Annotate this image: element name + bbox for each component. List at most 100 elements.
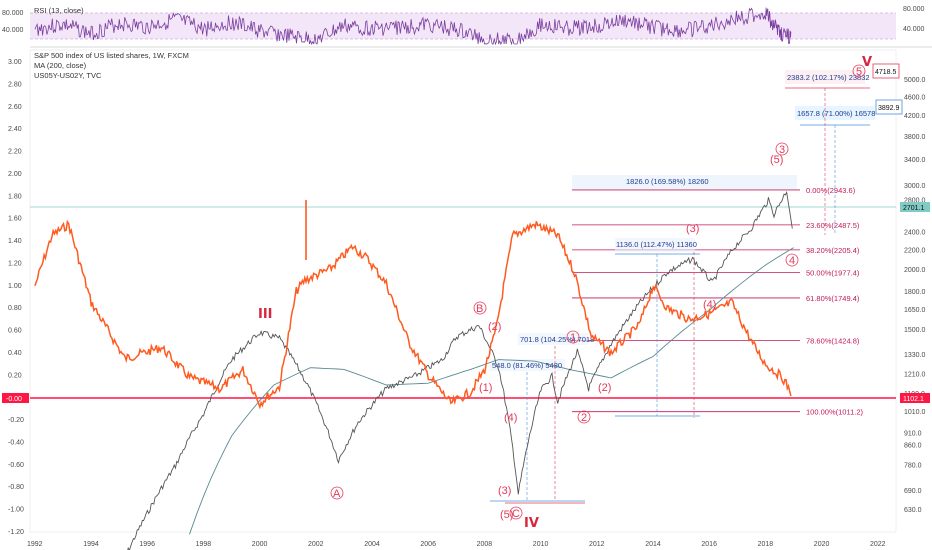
right-y-tick-label: 1330.0 <box>904 352 926 359</box>
badge-zero-text: -0.00 <box>6 396 22 403</box>
left-y-tick-label: 1.40 <box>8 238 22 245</box>
rsi-left-tick-80: 80.000 <box>2 10 24 17</box>
wave-label-3-circle: 3 <box>779 144 785 156</box>
left-y-tick-label: 1.80 <box>8 193 22 200</box>
wave-marker-4 <box>785 253 799 267</box>
badge-price-text: 2701.1 <box>903 205 925 212</box>
badge-last-text: 1102.1 <box>903 396 924 403</box>
x-tick-label: 2022 <box>870 541 886 548</box>
right-y-tick-label: 4200.0 <box>904 113 926 120</box>
wave-label-A-circle: A <box>333 488 341 500</box>
right-y-tick-label: 5000.0 <box>904 77 926 84</box>
badge-target2-text: 4718.5 <box>875 69 897 76</box>
badge-target1-bg <box>875 99 903 115</box>
rsi-label: RSI (13, close) <box>34 6 84 15</box>
left-y-tick-label: 1.60 <box>8 216 22 223</box>
wave-label-p2-left: (2) <box>488 321 501 333</box>
x-tick-label: 2016 <box>701 541 717 548</box>
wave-marker-C <box>509 506 523 520</box>
badge-price-bg <box>900 202 930 212</box>
wave-label-p3-right: (3) <box>686 223 699 235</box>
wave-label-p4-right: (4) <box>703 299 716 311</box>
fib-level-label: 38.20%(2205.4) <box>806 246 860 255</box>
fib-level-label: 0.00%(2943.6) <box>806 186 856 195</box>
wave-marker-1 <box>566 330 580 344</box>
wave-label-B-circle: B <box>476 303 483 315</box>
measure-box-4[interactable] <box>490 359 565 371</box>
left-y-tick-label: 2.40 <box>8 126 22 133</box>
x-tick-label: 1994 <box>83 541 99 548</box>
left-y-tick-label: -0.60 <box>8 462 24 469</box>
badge-target1-text: 3892.9 <box>878 105 900 112</box>
wave-marker-3 <box>775 142 789 156</box>
left-y-tick-label: 3.00 <box>8 59 22 66</box>
spread-line <box>34 219 792 410</box>
x-tick-label: 2008 <box>477 541 493 548</box>
price-line <box>127 190 793 550</box>
wave-label-C-circle: C <box>512 508 520 520</box>
right-y-axis: 5000.0 4600.0 4200.0 3800.0 3400.0 3000.0 2800… <box>904 77 926 514</box>
legend-ma[interactable]: MA (200, close) <box>34 61 87 70</box>
left-y-tick-label: -1.20 <box>8 529 24 536</box>
measure-label-2: 1136.0 (112.47%) 11360 <box>616 240 697 249</box>
right-y-tick-label: 3400.0 <box>904 157 926 164</box>
right-y-tick-label: 2800.0 <box>904 197 926 204</box>
x-tick-label: 2014 <box>645 541 661 548</box>
measurements[interactable]: 1826.0 (169.58%) 18260 1136.0 (112.47%) … <box>490 70 875 504</box>
left-y-axis: 3.00 2.80 2.60 2.40 2.20 2.00 1.80 1.60 1.40 1.20… <box>8 59 24 536</box>
axis-badges: -0.00 2701.1 1102.1 3892.9 4718.5 <box>2 63 930 403</box>
right-y-tick-label: 2000.0 <box>904 267 926 274</box>
fib-retracement[interactable]: 0.00%(2943.6) 23.60%(2487.5) 38.20%(2205.4… <box>572 186 863 417</box>
legend-overlay[interactable]: US05Y-US02Y, TVC <box>34 71 102 80</box>
wave-label-p3-left: (3) <box>498 485 511 497</box>
x-tick-label: 2010 <box>533 541 549 548</box>
measure-box-2[interactable] <box>615 238 695 252</box>
wave-marker-B <box>473 301 487 315</box>
right-y-tick-label: 630.0 <box>904 507 922 514</box>
left-y-tick-label: 0.80 <box>8 305 22 312</box>
wave-labels[interactable]: III IV V (5) 3 (3) 4 (4) (1) (2) 1 2 B (… <box>258 55 872 531</box>
x-tick-label: 2020 <box>814 541 830 548</box>
rsi-panel: RSI (13, close) 80.000 40.000 80.000 40.… <box>2 6 932 48</box>
right-y-tick-label: 690.0 <box>904 488 922 495</box>
right-y-tick-label: 860.0 <box>904 442 922 449</box>
x-tick-label: 2004 <box>364 541 380 548</box>
x-tick-label: 1992 <box>27 541 43 548</box>
left-y-tick-label: -0.80 <box>8 484 24 491</box>
measure-label-3: 701.8 (104.25%) 7018 <box>520 335 594 344</box>
measure-box-1[interactable] <box>572 175 797 189</box>
wave-label-4-circle: 4 <box>789 255 795 267</box>
x-tick-label: 1996 <box>139 541 155 548</box>
measure-label-5: 1657.8 (71.00%) 16578 <box>797 109 875 118</box>
main-plot-area <box>29 49 897 533</box>
measure-box-3[interactable] <box>518 333 588 345</box>
legend-main-series[interactable]: S&P 500 index of US listed shares, 1W, F… <box>34 51 189 60</box>
left-y-tick-label: 0.60 <box>8 328 22 335</box>
left-y-tick-label: 2.20 <box>8 149 22 156</box>
wave-label-p2-right: (2) <box>598 382 611 394</box>
right-y-tick-label: 1010.0 <box>904 409 926 416</box>
right-y-tick-label: 1500.0 <box>904 327 926 334</box>
left-y-tick-label: 1.00 <box>8 283 22 290</box>
left-y-tick-label: 2.80 <box>8 81 22 88</box>
right-y-tick-label: 1800.0 <box>904 289 926 296</box>
right-y-tick-label: 910.0 <box>904 431 922 438</box>
left-y-tick-label: -0.40 <box>8 439 24 446</box>
measure-box-5[interactable] <box>795 106 875 120</box>
measure-box-6[interactable] <box>785 70 865 84</box>
x-tick-label: 2000 <box>252 541 268 548</box>
right-y-tick-label: 1210.0 <box>904 371 926 378</box>
rsi-left-tick-40: 40.000 <box>2 27 24 34</box>
x-tick-label: 1998 <box>196 541 212 548</box>
wave-label-p1: (1) <box>479 382 492 394</box>
rsi-line <box>34 7 792 46</box>
wave-marker-5-top <box>852 64 866 78</box>
fib-level-label: 61.80%(1749.4) <box>806 294 860 303</box>
x-tick-label: 2018 <box>758 541 774 548</box>
fib-level-label: 100.00%(1011.2) <box>806 408 863 417</box>
measure-label-1: 1826.0 (169.58%) 18260 <box>626 177 709 186</box>
wave-label-III: III <box>258 307 273 322</box>
left-y-tick-label: 2.00 <box>8 171 22 178</box>
